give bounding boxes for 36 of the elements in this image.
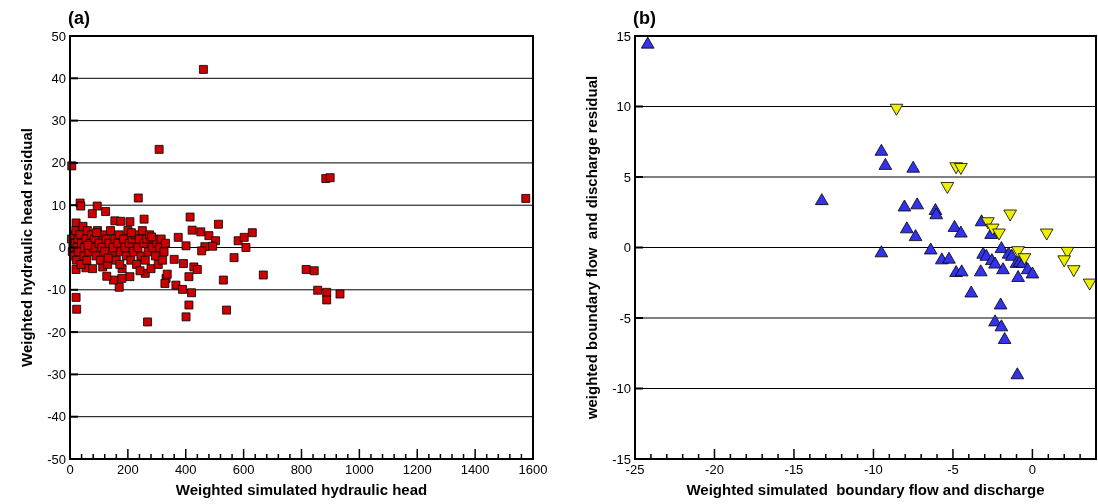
y-tick-label: -50	[47, 451, 66, 467]
y-tick-label: -20	[47, 324, 66, 340]
x-tick-label: -15	[784, 462, 804, 477]
x-tick-label: 800	[290, 462, 313, 477]
y-tick-label: 0	[58, 240, 66, 256]
y-tick-label: 10	[51, 197, 66, 213]
x-tick-label: -10	[864, 462, 883, 477]
y-tick-label: 30	[51, 113, 66, 129]
x-tick-label: 1000	[344, 462, 374, 477]
x-tick-label: 600	[232, 462, 255, 477]
y-tick-label: 40	[51, 70, 66, 86]
x-tick-label: 1600	[518, 462, 548, 477]
x-tick-label: -5	[947, 462, 959, 477]
chart-title: (b)	[633, 8, 656, 28]
x-tick-label: 1200	[402, 462, 432, 477]
x-tick-label: 400	[174, 462, 197, 477]
x-tick-label: 0	[1028, 462, 1037, 477]
y-tick-label: 15	[616, 28, 631, 44]
x-axis-title: Weighted simulated hydraulic head	[175, 481, 428, 498]
y-tick-label: -30	[47, 366, 66, 382]
y-axis-title: Weighted hydraulic head residual	[18, 128, 35, 367]
y-tick-label: 10	[616, 99, 631, 115]
x-tick-label: 200	[117, 462, 139, 477]
y-tick-label: -10	[47, 282, 66, 298]
x-axis-title: Weighted simulated boundary flow and discharge	[686, 481, 1045, 498]
y-axis-title: weighted boundary flow and discharge residual	[583, 75, 600, 421]
y-tick-label: -40	[47, 409, 66, 425]
y-tick-label: -10	[612, 381, 631, 397]
x-tick-label: -20	[705, 462, 724, 477]
chart-title: (a)	[68, 8, 90, 28]
y-tick-label: 50	[51, 28, 66, 44]
y-tick-label: 5	[623, 169, 631, 185]
y-tick-label: 0	[623, 240, 631, 256]
x-tick-label: 1400	[460, 462, 490, 477]
y-tick-label: 20	[51, 155, 66, 171]
y-tick-label: -5	[619, 310, 631, 326]
